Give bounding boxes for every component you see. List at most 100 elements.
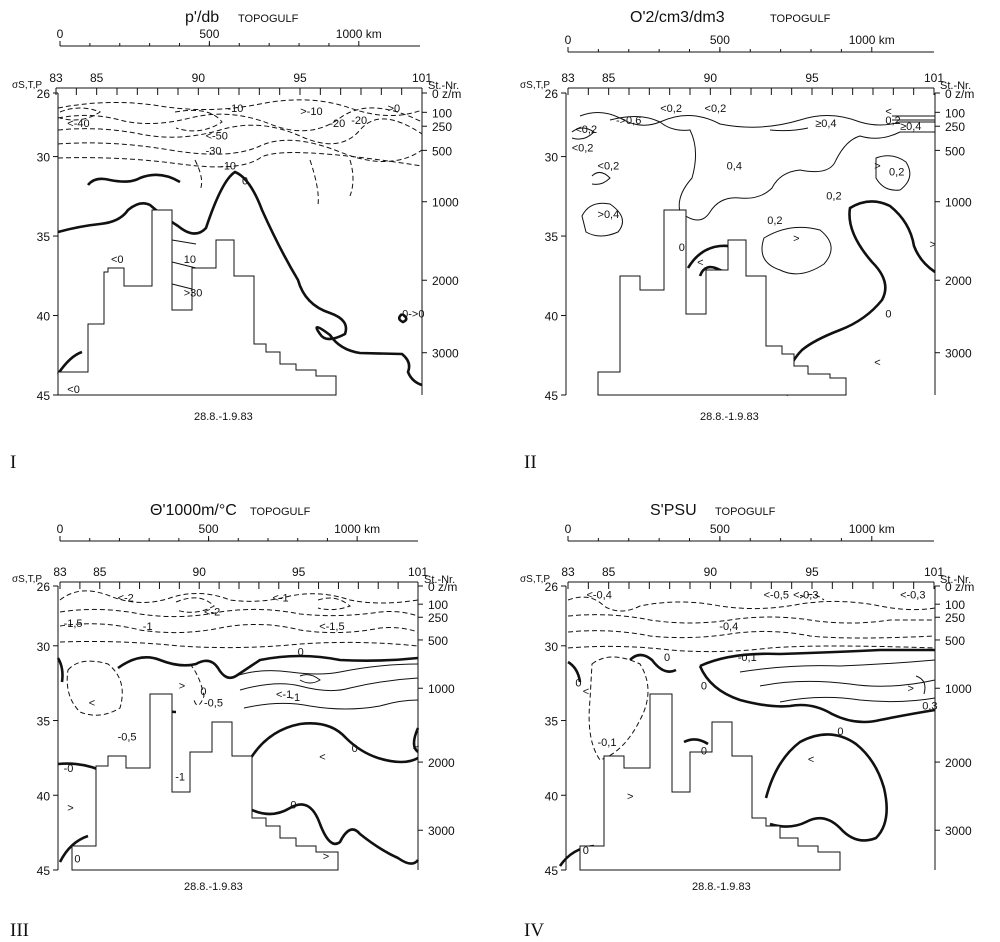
contour-label: >-10 (300, 106, 322, 118)
contour-label: <0,2 (660, 103, 682, 115)
contour-label: >0,4 (598, 209, 620, 221)
contour-label: -0 (64, 763, 74, 775)
contour-label: ->0,6 (616, 115, 641, 127)
sigma-tick-label: 35 (37, 715, 51, 729)
contour-label: < (583, 686, 589, 698)
contour-label: -0,4 (719, 621, 738, 633)
sigma-tick-label: 26 (545, 87, 559, 101)
depth-tick-label: 1000 (432, 196, 459, 210)
depth-tick-label: 3000 (428, 824, 455, 838)
contour-label: -20 (329, 118, 345, 130)
contour-label: 0,4 (727, 160, 742, 172)
contour-label: 0 (74, 854, 80, 866)
contour-label: > (793, 233, 799, 245)
depth-tick-label: 3000 (432, 347, 459, 361)
panel-pressure: p'/db TOPOGULF 28.8.-1.9.83 σS,T,P (12, 9, 423, 423)
distance-tick-label: 0 (565, 522, 572, 536)
depth-tick-label: 500 (428, 634, 448, 648)
contour-label: 0 (583, 845, 589, 857)
panel-date: 28.8.-1.9.83 (700, 411, 759, 423)
panel-numeral-IV: IV (524, 920, 544, 941)
depth-tick-label: 100 (945, 106, 965, 120)
panel-oxygen: O'2/cm3/dm3 TOPOGULF 28.8.-1.9.83 σS,T,P (520, 9, 936, 423)
contour-label: <0 (67, 384, 80, 396)
station-tick-label: 95 (805, 71, 819, 85)
contour-label: 0 (352, 743, 358, 755)
contour-label: -1 (290, 692, 300, 704)
depth-tick-label: 3000 (945, 347, 972, 361)
station-tick-label: 85 (90, 71, 104, 85)
depth-tick-label: 0 z/m (432, 87, 461, 101)
contour-label: >0 (388, 103, 401, 115)
distance-tick-label: 1000 km (334, 522, 380, 536)
station-axis-label: St.-Nr. (940, 80, 971, 92)
panel-numeral-III: III (10, 920, 29, 941)
distance-tick-label: 1000 km (336, 27, 382, 41)
depth-tick-label: 250 (945, 120, 965, 134)
contour-label: > (930, 239, 936, 251)
station-axis-label: St.-Nr. (424, 574, 455, 586)
sigma-tick-label: 30 (37, 640, 51, 654)
contour-label: <0,2 (575, 124, 597, 136)
panel-cruise-label: TOPOGULF (250, 506, 311, 518)
station-tick-label: 83 (49, 71, 63, 85)
contour-label: 0 (664, 652, 670, 664)
depth-tick-label: 100 (432, 106, 452, 120)
sigma-tick-label: 35 (545, 715, 559, 729)
station-tick-label: 95 (292, 565, 306, 579)
contour-label: <-0,4 (586, 590, 611, 602)
station-tick-label: 101 (412, 71, 432, 85)
contour-label: 0 (242, 176, 248, 188)
contour-label: 0 (679, 242, 685, 254)
contour-label: <-0,3 (793, 590, 818, 602)
depth-tick-label: 500 (945, 144, 965, 158)
station-tick-label: 85 (602, 71, 616, 85)
panel-date: 28.8.-1.9.83 (692, 881, 751, 893)
topography (71, 693, 339, 871)
contour-label: <-2 (204, 607, 220, 619)
contour-label: 0 (701, 746, 707, 758)
sigma-tick-label: 35 (37, 230, 51, 244)
contour-layer (558, 594, 936, 867)
panel-salinity: S'PSU TOPOGULF 28.8.-1.9.83 σS,T,P (520, 502, 936, 893)
contour-label: -0,5 (204, 697, 223, 709)
panel-cruise-label: TOPOGULF (715, 506, 776, 518)
sigma-tick-label: 40 (545, 310, 559, 324)
contour-label: < (874, 357, 880, 369)
station-tick-label: 95 (293, 71, 307, 85)
station-tick-label: 83 (53, 565, 67, 579)
topography (57, 209, 337, 396)
depth-tick-label: 1000 (945, 196, 972, 210)
contour-label: 10 (184, 254, 196, 266)
contour-label: <-1 (276, 689, 292, 701)
sigma-tick-label: 26 (545, 580, 559, 594)
depth-tick-label: 2000 (945, 756, 972, 770)
distance-tick-label: 500 (199, 522, 219, 536)
contour-label: -0,1 (598, 737, 617, 749)
contour-label: -10 (220, 160, 236, 172)
station-tick-label: 85 (602, 565, 616, 579)
sigma-tick-label: 45 (545, 864, 559, 878)
distance-tick-label: 1000 km (849, 33, 895, 47)
panel-numeral-II: II (524, 452, 537, 473)
distance-tick-label: 0 (57, 27, 64, 41)
sigma-tick-label: 40 (37, 310, 51, 324)
station-tick-label: 85 (93, 565, 107, 579)
contour-label: >30 (184, 287, 203, 299)
contour-label: < (413, 743, 419, 755)
contour-label: < (697, 257, 703, 269)
station-tick-label: 101 (408, 565, 428, 579)
sigma-tick-label: 35 (545, 230, 559, 244)
contour-label: 0 (575, 678, 581, 690)
contour-label: 0,2 (885, 115, 900, 127)
station-tick-label: 95 (805, 565, 819, 579)
depth-tick-label: 3000 (945, 824, 972, 838)
contour-label: > (627, 791, 633, 803)
panel-title: Θ'1000m/°C (150, 502, 237, 519)
depth-tick-label: 250 (432, 120, 452, 134)
y-axis-label: σS,T,P (520, 574, 550, 585)
contour-label: 0 (298, 646, 304, 658)
y-axis-label: σS,T,P (520, 80, 550, 91)
